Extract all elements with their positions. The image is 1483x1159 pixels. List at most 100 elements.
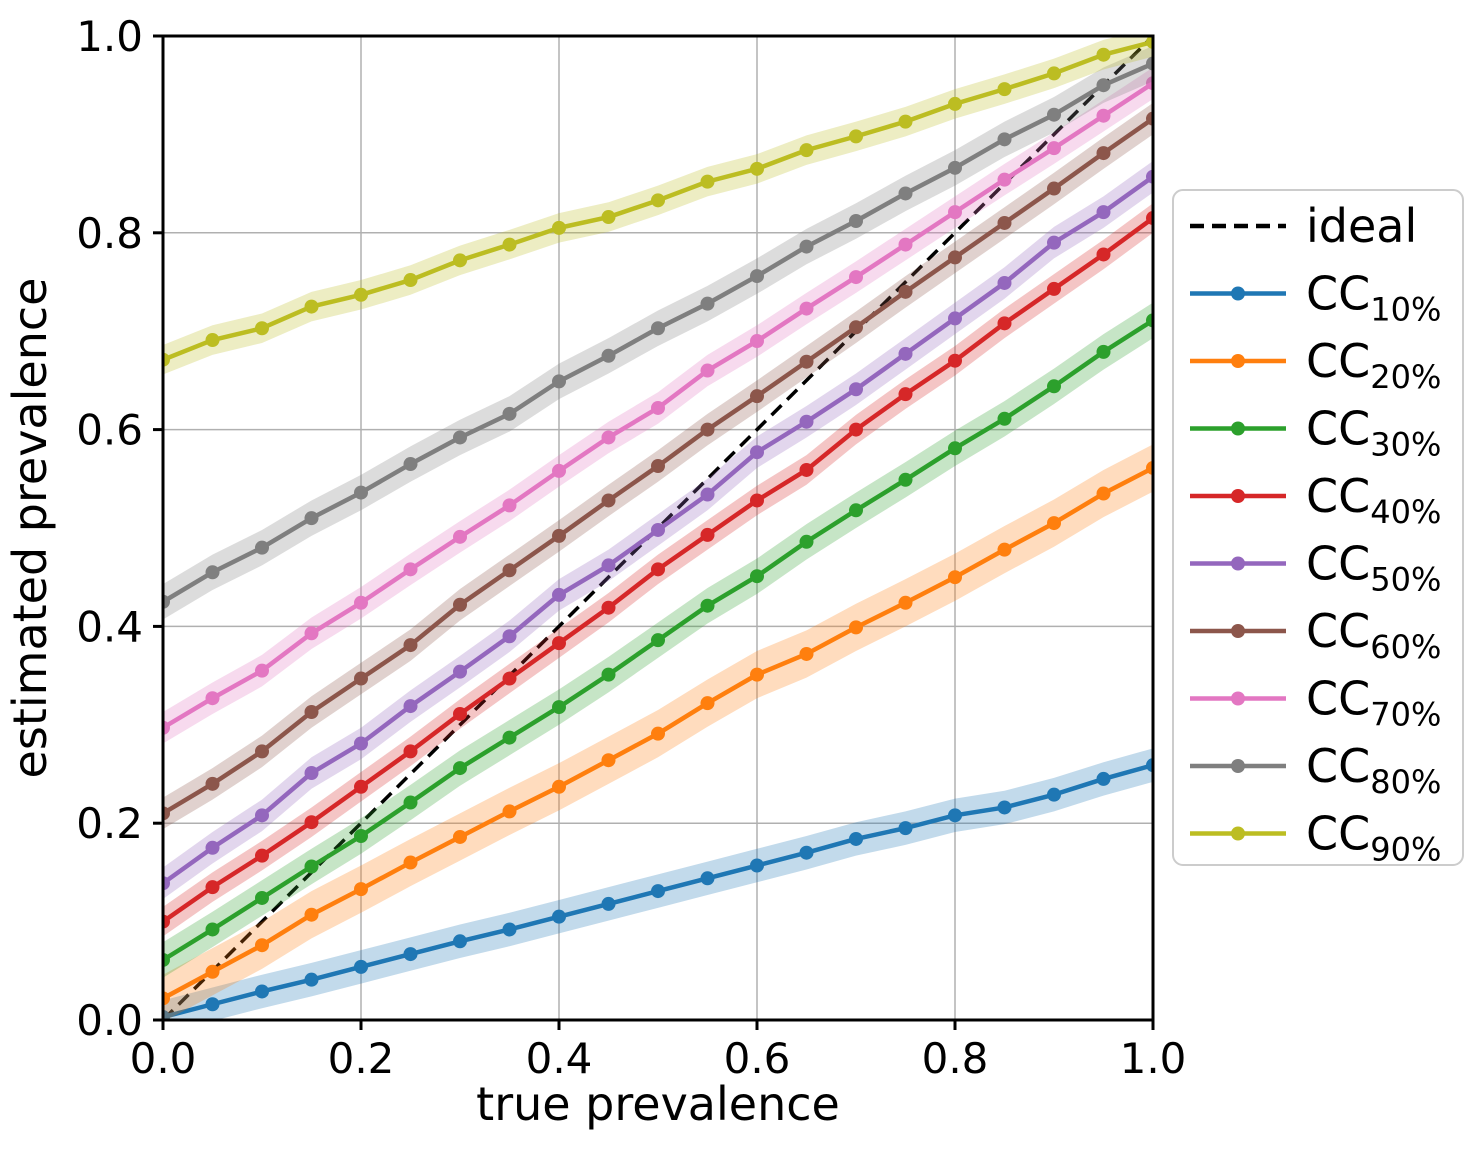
data-point-cc-60: [1047, 181, 1061, 196]
data-point-cc-80: [651, 321, 665, 336]
data-point-cc-80: [205, 565, 220, 580]
data-point-cc-60: [799, 354, 814, 369]
data-point-cc-40: [1146, 211, 1153, 226]
x-tick-label: 0.4: [526, 1034, 593, 1083]
data-point-cc-90: [502, 237, 517, 252]
data-point-cc-80: [163, 594, 170, 609]
data-point-cc-20: [997, 542, 1012, 557]
y-tick-label: 0.8: [76, 209, 143, 258]
legend-entry-cc-10: CC10%: [1190, 267, 1441, 329]
data-point-cc-20: [255, 938, 269, 953]
data-point-cc-60: [1146, 111, 1153, 126]
data-point-cc-30: [700, 598, 715, 613]
data-point-cc-60: [997, 215, 1012, 230]
legend-label-ideal: ideal: [1306, 199, 1417, 253]
data-point-cc-40: [552, 636, 566, 651]
data-point-cc-60: [205, 776, 220, 791]
data-point-cc-40: [750, 493, 764, 508]
data-point-cc-80: [799, 239, 814, 254]
legend-sample-marker-cc-80: [1231, 759, 1245, 773]
legend-label-cc-90: CC90%: [1306, 807, 1441, 869]
legend-sample-marker-cc-50: [1231, 556, 1245, 571]
x-tick-label: 1.0: [1120, 1034, 1187, 1083]
data-point-cc-10: [1047, 787, 1061, 802]
data-point-cc-90: [898, 114, 913, 129]
data-point-cc-10: [163, 1010, 170, 1020]
data-point-cc-30: [453, 761, 467, 776]
data-point-cc-70: [997, 172, 1012, 187]
data-point-cc-40: [601, 600, 616, 615]
data-point-cc-80: [304, 511, 319, 526]
data-point-cc-30: [997, 411, 1012, 426]
data-point-cc-70: [403, 562, 418, 577]
data-point-cc-10: [898, 821, 913, 836]
data-point-cc-30: [601, 667, 616, 682]
data-point-cc-70: [651, 400, 665, 415]
legend-entry-ideal: ideal: [1190, 199, 1417, 253]
data-point-cc-10: [403, 947, 418, 962]
data-point-cc-90: [1047, 66, 1061, 81]
data-point-cc-40: [898, 387, 913, 402]
legend-sample-marker-cc-10: [1231, 286, 1245, 301]
data-point-cc-90: [552, 220, 566, 235]
data-point-cc-40: [849, 422, 863, 437]
data-point-cc-40: [354, 779, 368, 794]
data-point-cc-10: [502, 922, 517, 937]
data-point-cc-40: [651, 562, 665, 577]
data-point-cc-70: [1096, 108, 1111, 123]
series-markers-cc-60: [163, 111, 1153, 821]
series-markers-cc-20: [163, 460, 1153, 1006]
data-point-cc-40: [502, 671, 517, 686]
data-point-cc-80: [354, 485, 368, 500]
data-point-cc-80: [849, 213, 863, 228]
legend-entry-cc-20: CC20%: [1190, 334, 1441, 396]
data-point-cc-50: [453, 664, 467, 679]
legend-entry-cc-90: CC90%: [1190, 807, 1441, 869]
data-point-cc-50: [1146, 169, 1153, 184]
y-tick-label: 0.0: [76, 996, 143, 1045]
data-point-cc-80: [750, 269, 764, 284]
data-point-cc-20: [453, 829, 467, 844]
legend-label-cc-50: CC50%: [1306, 537, 1441, 599]
data-point-cc-50: [354, 736, 368, 751]
data-point-cc-60: [552, 528, 566, 543]
data-point-cc-10: [205, 997, 220, 1012]
legend-sample-marker-cc-20: [1231, 354, 1245, 368]
data-point-cc-80: [1146, 56, 1153, 71]
series-markers-cc-70: [163, 76, 1153, 735]
legend-label-cc-40: CC40%: [1306, 469, 1441, 531]
data-point-cc-60: [1096, 146, 1111, 161]
data-point-cc-70: [502, 498, 517, 513]
data-point-cc-60: [255, 744, 269, 759]
series-markers-cc-30: [163, 313, 1153, 967]
legend-entry-cc-40: CC40%: [1190, 469, 1441, 531]
legend-entry-cc-60: CC60%: [1190, 604, 1441, 666]
legend-entry-cc-30: CC30%: [1190, 402, 1441, 464]
data-point-cc-90: [997, 82, 1012, 97]
x-axis-label: true prevalence: [476, 1077, 840, 1131]
data-point-cc-20: [304, 907, 319, 922]
y-tick-label: 0.6: [76, 406, 143, 455]
data-point-cc-50: [948, 311, 962, 326]
data-point-cc-10: [1146, 758, 1153, 773]
data-point-cc-80: [601, 348, 616, 363]
data-point-cc-70: [205, 691, 220, 706]
data-point-cc-10: [552, 909, 566, 924]
data-point-cc-40: [255, 848, 269, 863]
data-point-cc-30: [354, 828, 368, 843]
data-point-cc-90: [849, 129, 863, 144]
data-point-cc-70: [552, 463, 566, 478]
data-point-cc-50: [750, 445, 764, 460]
data-point-cc-20: [700, 696, 715, 711]
data-point-cc-30: [750, 569, 764, 584]
data-point-cc-90: [1146, 36, 1153, 49]
data-point-cc-70: [1146, 76, 1153, 91]
legend-sample-marker-cc-30: [1231, 421, 1245, 436]
data-point-cc-90: [205, 333, 220, 348]
data-point-cc-30: [849, 503, 863, 518]
data-point-cc-40: [1096, 247, 1111, 262]
data-point-cc-10: [849, 831, 863, 846]
data-point-cc-30: [552, 700, 566, 715]
data-point-cc-30: [1047, 379, 1061, 394]
series-markers-cc-40: [163, 211, 1153, 929]
